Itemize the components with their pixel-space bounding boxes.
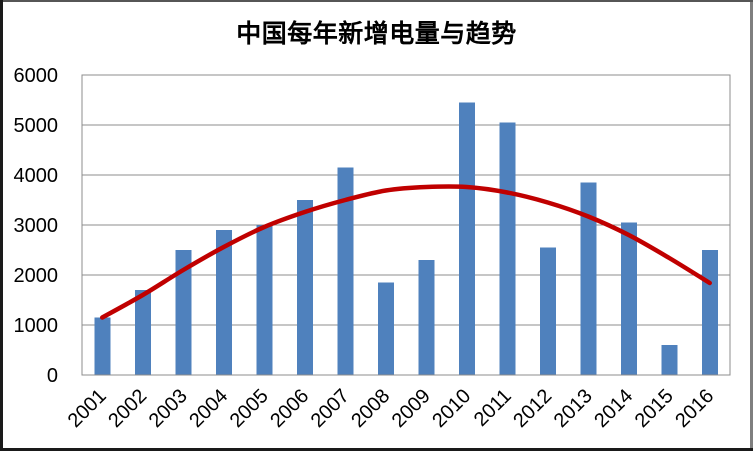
- x-tick-label: 2016: [671, 385, 718, 432]
- bar-2015: [661, 345, 678, 375]
- bar-2003: [175, 250, 192, 375]
- bar-2007: [337, 167, 354, 375]
- trend-line: [100, 184, 712, 320]
- x-tick-label: 2015: [631, 385, 678, 432]
- x-tick-label: 2004: [185, 385, 232, 432]
- x-tick-label: 2005: [226, 385, 273, 432]
- x-tick-label: 2009: [388, 385, 435, 432]
- y-tick-label: 5000: [14, 115, 59, 137]
- bar-2004: [215, 230, 232, 375]
- bar-2014: [620, 222, 637, 375]
- x-tick-label: 2010: [428, 385, 475, 432]
- bar-2009: [418, 260, 435, 375]
- bar-2005: [256, 225, 273, 375]
- bar-2011: [499, 122, 516, 375]
- bar-2013: [580, 182, 597, 375]
- bar-2012: [539, 247, 556, 375]
- y-tick-label: 4000: [14, 165, 59, 187]
- bar-2006: [296, 200, 313, 375]
- x-tick-label: 2014: [590, 385, 637, 432]
- y-tick-label: 6000: [14, 65, 59, 87]
- x-tick-label: 2013: [550, 385, 597, 432]
- y-tick-label: 2000: [14, 265, 59, 287]
- bar-2002: [134, 290, 151, 375]
- x-tick-label: 2002: [104, 385, 151, 432]
- bar-2008: [377, 282, 394, 375]
- y-tick-label: 1000: [14, 315, 59, 337]
- x-tick-label: 2001: [64, 385, 111, 432]
- x-tick-label: 2007: [307, 385, 354, 432]
- x-tick-label: 2003: [145, 385, 192, 432]
- x-tick-label: 2008: [347, 385, 394, 432]
- bar-2001: [94, 317, 111, 375]
- x-tick-label: 2011: [470, 385, 516, 431]
- plot-area-border: [81, 74, 731, 376]
- bar-2016: [701, 250, 718, 375]
- y-tick-label: 3000: [14, 215, 59, 237]
- bar-2010: [458, 102, 475, 375]
- x-tick-label: 2012: [509, 385, 556, 432]
- y-tick-label: 0: [47, 365, 58, 387]
- x-tick-label: 2006: [266, 385, 313, 432]
